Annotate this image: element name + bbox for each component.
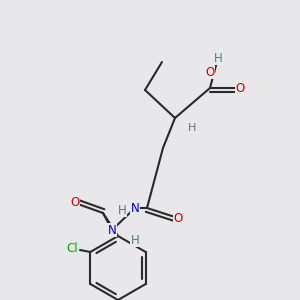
Text: N: N <box>130 202 140 214</box>
Text: Cl: Cl <box>66 242 78 254</box>
Text: H: H <box>214 52 222 64</box>
Text: H: H <box>130 233 140 247</box>
Text: O: O <box>236 82 244 94</box>
Text: O: O <box>70 196 80 209</box>
Text: H: H <box>188 123 196 133</box>
Text: O: O <box>206 65 214 79</box>
Text: O: O <box>173 212 183 224</box>
Text: H: H <box>118 203 126 217</box>
Text: N: N <box>108 224 116 236</box>
